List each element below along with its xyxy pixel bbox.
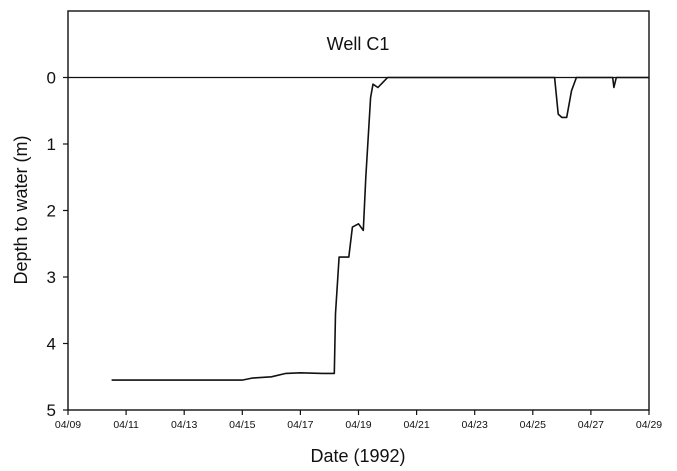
x-tick-label: 04/19 [345,419,371,431]
x-tick-label: 04/23 [462,419,488,431]
y-tick-label: 0 [47,69,56,88]
x-tick-label: 04/13 [171,419,197,431]
x-tick-label: 04/17 [287,419,313,431]
y-tick-label: 1 [47,135,56,154]
series-line [111,76,649,381]
x-tick-label: 04/15 [229,419,255,431]
x-axis-ticks: 04/09 04/11 04/13 04/15 04/17 04/19 04/21 04/23… [55,410,662,431]
y-tick-label: 3 [47,268,56,287]
x-tick-label: 04/09 [55,419,81,431]
y-axis-ticks: 0 1 2 3 4 5 [47,69,68,420]
x-tick-label: 04/27 [578,419,604,431]
y-axis-label: Depth to water (m) [11,135,31,284]
plot-frame [67,10,650,411]
x-axis-label: Date (1992) [310,446,405,466]
x-tick-label: 04/25 [520,419,546,431]
x-tick-label: 04/29 [636,419,662,431]
chart-title: Well C1 [327,34,390,54]
x-tick-label: 04/11 [113,419,139,431]
y-tick-label: 2 [47,202,56,221]
y-tick-label: 5 [47,401,56,420]
x-tick-label: 04/21 [403,419,429,431]
y-tick-label: 4 [47,335,56,354]
